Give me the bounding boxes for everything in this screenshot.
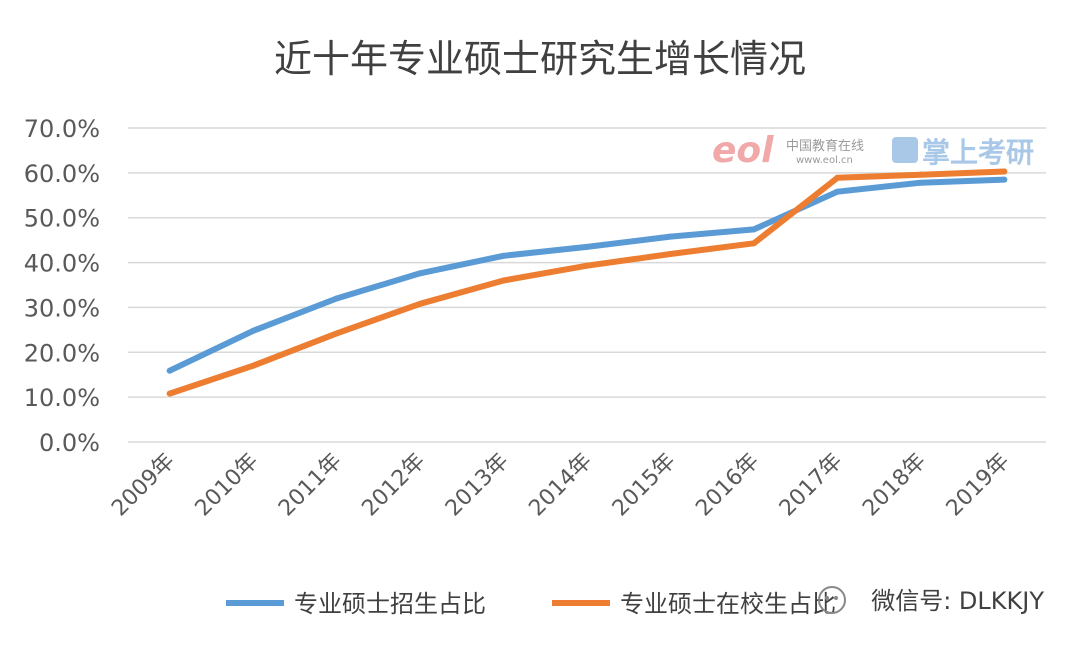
wechat-id: 微信号: DLKKJY — [871, 587, 1044, 615]
watermark-eol-logo: eol — [712, 130, 774, 171]
data-point — [333, 295, 340, 302]
y-axis-ticks: 0.0% 10.0% 20.0% 30.0% 40.0% 50.0% 60.0% 70.0% — [24, 115, 100, 457]
chart-title: 近十年专业硕士研究生增长情况 — [274, 37, 806, 81]
y-tick-label: 60.0% — [24, 160, 100, 188]
watermark: eol 中国教育在线 www.eol.cn 掌上考研 — [712, 130, 1034, 171]
data-point — [667, 251, 674, 258]
x-axis-ticks: 2009年 2010年 2011年 2012年 2013年 2014年 2015年 2016年… — [107, 449, 1014, 522]
data-point — [917, 179, 924, 186]
wechat-icon — [818, 586, 846, 614]
data-point — [166, 367, 173, 374]
data-point — [750, 240, 757, 247]
x-tick-label: 2016年 — [691, 449, 764, 522]
data-point — [750, 226, 757, 233]
wechat-icon-eye-right — [834, 596, 838, 600]
watermark-url: www.eol.cn — [796, 155, 853, 166]
data-point — [584, 262, 590, 269]
x-tick-label: 2018年 — [858, 449, 931, 522]
x-tick-label: 2014年 — [524, 449, 597, 522]
data-point — [917, 171, 924, 178]
series-line-2 — [166, 168, 1008, 397]
series-line-1 — [166, 176, 1008, 374]
x-tick-label: 2012年 — [358, 449, 431, 522]
series-layer — [166, 168, 1008, 397]
data-point — [417, 300, 424, 307]
data-point — [584, 243, 590, 250]
data-point — [834, 188, 841, 195]
data-point — [250, 327, 257, 334]
data-point — [417, 270, 424, 277]
data-point — [1001, 176, 1008, 183]
data-point — [667, 233, 674, 240]
data-point — [500, 252, 507, 259]
x-tick-label: 2015年 — [608, 449, 681, 522]
x-tick-label: 2009年 — [107, 449, 180, 522]
data-point — [500, 277, 507, 284]
wechat-icon-eye-left — [825, 596, 829, 600]
data-point — [834, 174, 841, 181]
legend: 专业硕士招生占比 专业硕士在校生占比 — [226, 590, 836, 618]
data-point — [166, 390, 173, 397]
y-tick-label: 50.0% — [24, 205, 100, 233]
data-point — [333, 330, 340, 337]
x-tick-label: 2013年 — [441, 449, 514, 522]
watermark-brand: 掌上考研 — [922, 136, 1034, 169]
y-tick-label: 20.0% — [24, 339, 100, 367]
x-tick-label: 2017年 — [775, 449, 848, 522]
data-point — [250, 362, 257, 369]
x-tick-label: 2019年 — [942, 449, 1015, 522]
y-tick-label: 30.0% — [24, 294, 100, 322]
wechat-tag: 微信号: DLKKJY — [818, 586, 1044, 615]
x-tick-label: 2010年 — [191, 449, 264, 522]
y-tick-label: 70.0% — [24, 115, 100, 143]
x-tick-label: 2011年 — [274, 449, 347, 522]
graduation-cap-icon — [892, 137, 918, 163]
legend-label: 专业硕士在校生占比 — [620, 590, 836, 618]
y-tick-label: 10.0% — [24, 384, 100, 412]
y-tick-label: 40.0% — [24, 250, 100, 278]
data-point — [1001, 168, 1008, 175]
watermark-cn-text: 中国教育在线 — [786, 138, 864, 154]
y-tick-label: 0.0% — [39, 429, 100, 457]
legend-label: 专业硕士招生占比 — [294, 590, 486, 618]
